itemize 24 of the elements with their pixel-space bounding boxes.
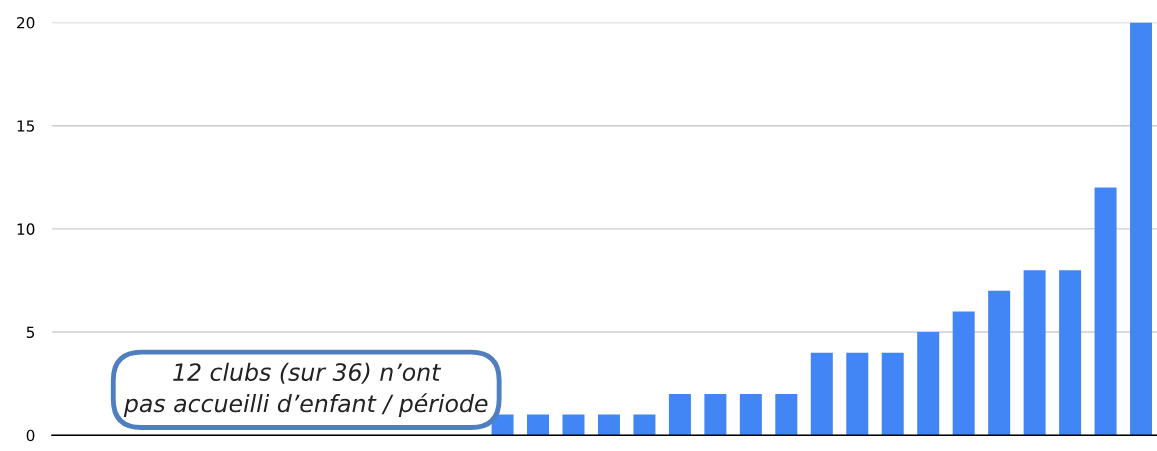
y-tick-label: 0 [26,429,35,442]
bar [846,352,869,436]
bar [1130,22,1153,436]
y-tick-label: 5 [26,326,35,339]
bar [988,290,1011,436]
bar [1094,187,1117,436]
bar [527,414,550,436]
bar [704,393,727,436]
bar [739,393,762,436]
bar [1023,270,1046,436]
annotation: 12 clubs (sur 36) n’ont pas accueilli d’enfant / période [123,362,488,417]
y-tick-label: 15 [17,120,35,132]
y-tick-label: 20 [17,17,35,29]
bar [562,414,585,436]
y-tick-label: 10 [17,223,35,235]
bar [952,311,975,436]
bar [1059,270,1082,436]
bar [810,352,833,436]
bar [633,414,656,436]
bar [775,393,798,436]
bar [881,352,904,436]
bar [917,332,940,436]
bar [597,414,620,436]
bar [668,393,691,436]
